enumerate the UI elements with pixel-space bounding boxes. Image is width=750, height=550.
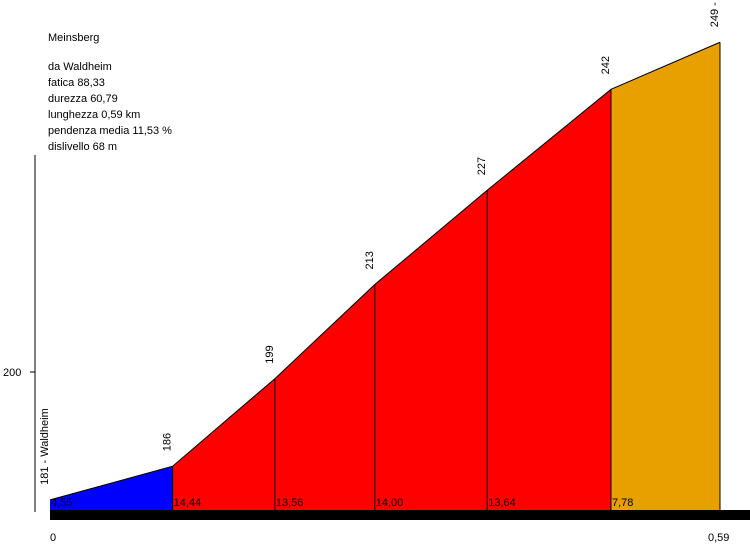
elevation-gain-stat: dislivello 68 m [48,141,118,153]
profile-segment [374,190,488,511]
elevation-label: 242 [600,56,612,74]
y-axis-tick-label: 200 [3,367,21,379]
x-axis-end-label: 0,59 [708,532,729,544]
profile-segments [49,41,721,511]
climb-title: Meinsberg [48,32,100,44]
elevation-label: 227 [476,157,488,175]
segment-gradient-label: 7,78 [612,497,633,509]
profile-labels: 181 - Waldheim 186 199 213 227 242 249 - Meins… [3,0,729,544]
segment-gradient-label: 13,64 [488,497,516,509]
segment-gradient-label: 14,00 [376,497,404,509]
elevation-label: 249 - Meinsberg [709,0,721,27]
x-axis-bar [50,510,750,520]
profile-segment [172,378,275,510]
average-gradient-stat: pendenza media 11,53 % [48,125,172,137]
profile-segment [487,89,611,510]
segment-gradient-label: 4,55 [51,497,72,509]
x-axis-start-label: 0 [50,532,56,544]
elevation-label: 186 [162,433,174,451]
start-location: da Waldheim [48,61,112,73]
length-stat: lunghezza 0,59 km [48,109,141,121]
profile-segment [610,42,720,510]
profile-outline [49,41,721,501]
hardness-stat: durezza 60,79 [48,93,118,105]
profile-segment [274,284,375,510]
profile-segment [50,466,173,510]
elevation-label: 199 [264,345,276,363]
climb-stats: da Waldheim fatica 88,33 durezza 60,79 l… [48,59,172,155]
elevation-label: 213 [364,251,376,269]
segment-gradient-label: 14,44 [174,497,202,509]
segment-gradient-label: 13,56 [276,497,304,509]
elevation-label: 181 - Waldheim [39,408,51,485]
fatigue-stat: fatica 88,33 [48,77,105,89]
